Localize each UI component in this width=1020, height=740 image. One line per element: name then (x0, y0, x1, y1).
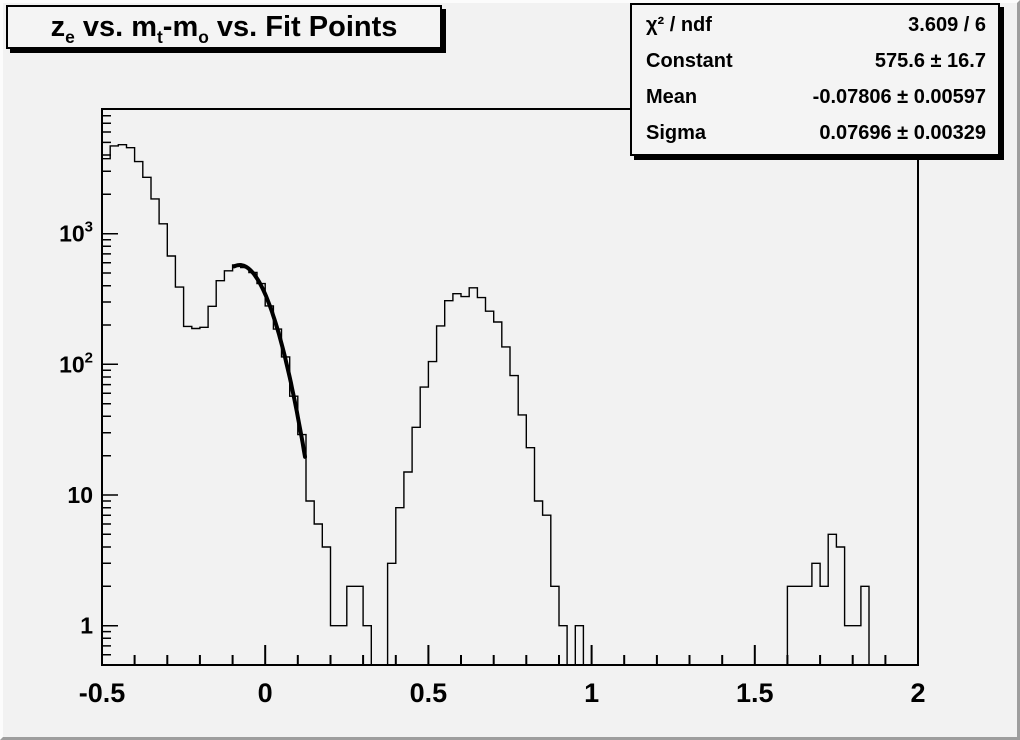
histogram-line (102, 144, 918, 666)
y-axis-ticks (102, 114, 118, 656)
x-tick-label: 0 (258, 678, 273, 708)
stats-label: Mean (646, 86, 698, 109)
x-tick-label: -0.5 (79, 678, 126, 708)
stats-row-sigma: Sigma 0.07696 ± 0.00329 (632, 117, 998, 150)
x-tick-label: 2 (910, 678, 925, 708)
stats-value: 0.07696 ± 0.00329 (819, 122, 986, 145)
stats-row-chi2: χ² / ndf 3.609 / 6 (632, 9, 998, 42)
x-tick-label: 1 (584, 678, 599, 708)
title-subscript-e: e (65, 26, 75, 47)
stats-row-constant: Constant 575.6 ± 16.7 (632, 45, 998, 78)
plot-area: -0.5 0 0.5 1 1.5 2 1 10 102 103 (59, 108, 926, 708)
stats-label: Constant (646, 49, 733, 72)
title-subscript-t: t (156, 26, 163, 47)
title-subscript-o: o (198, 26, 209, 47)
plot-frame (101, 108, 919, 666)
x-tick-label: 0.5 (410, 678, 448, 708)
x-tick-label: 1.5 (736, 678, 774, 708)
title-box: ze vs. mt-mo vs. Fit Points (6, 5, 442, 49)
y-tick-label: 102 (59, 349, 93, 377)
x-axis-ticks (101, 645, 919, 665)
stats-value: -0.07806 ± 0.00597 (812, 86, 986, 109)
stats-label: Sigma (646, 122, 707, 145)
stats-value: 3.609 / 6 (908, 13, 986, 36)
stats-value: 575.6 ± 16.7 (874, 49, 986, 72)
y-tick-label: 103 (59, 219, 93, 247)
plot-title: ze vs. mt-mo vs. Fit Points (50, 10, 398, 47)
y-tick-label: 1 (80, 613, 93, 639)
stats-box: χ² / ndf 3.609 / 6 Constant 575.6 ± 16.7… (630, 3, 1000, 156)
stats-label: χ² / ndf (646, 13, 712, 36)
y-tick-label: 10 (67, 482, 93, 508)
stats-row-mean: Mean -0.07806 ± 0.00597 (632, 81, 998, 114)
fit-curve (232, 262, 307, 459)
